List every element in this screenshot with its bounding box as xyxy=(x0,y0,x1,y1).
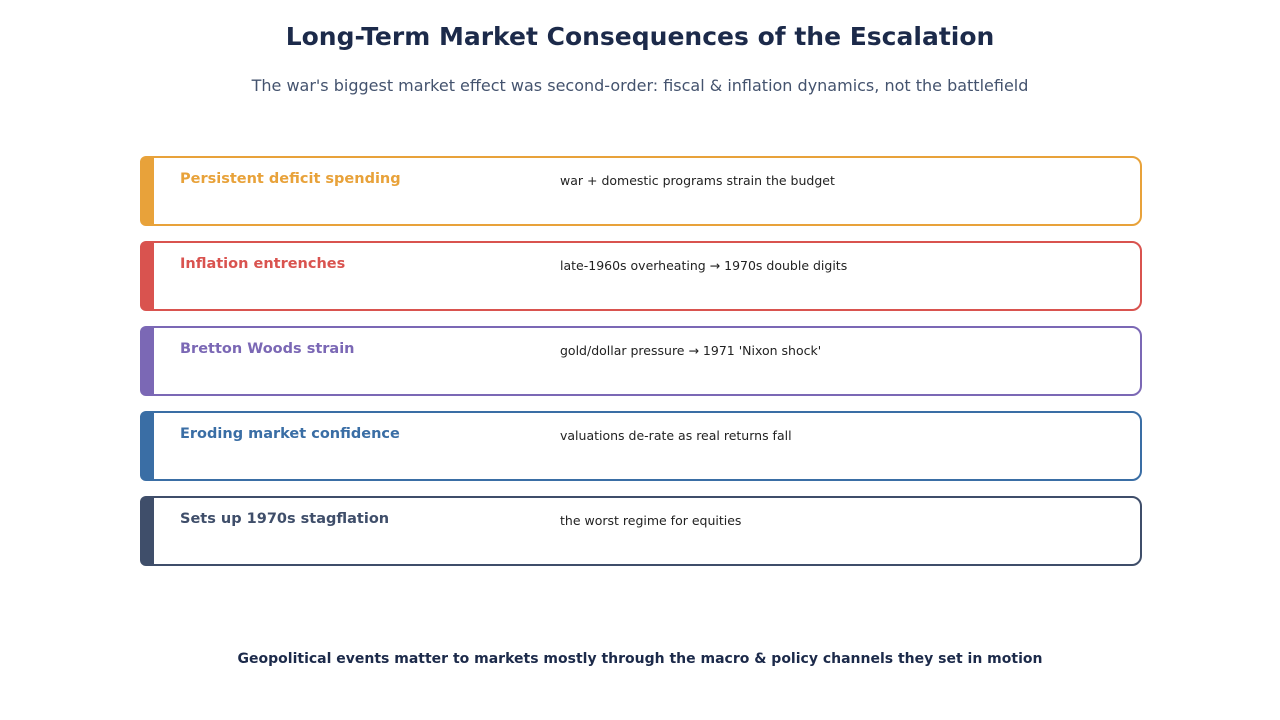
card: Bretton Woods strain gold/dollar pressure… xyxy=(140,326,1142,396)
card-detail: the worst regime for equities xyxy=(560,513,742,528)
footer: Geopolitical events matter to markets mo… xyxy=(237,651,1043,667)
card-detail: late-1960s overheating → 1970s double di… xyxy=(560,258,848,273)
card-detail: war + domestic programs strain the budge… xyxy=(560,173,835,188)
card: Persistent deficit spending war + domesti… xyxy=(140,156,1142,226)
card: Inflation entrenches late-1960s overheati… xyxy=(140,241,1142,311)
accent-bar xyxy=(140,411,154,481)
accent-bar xyxy=(140,241,154,311)
card-detail: valuations de-rate as real returns fall xyxy=(560,428,792,443)
accent-bar xyxy=(140,156,154,226)
card-label: Sets up 1970s stagflation xyxy=(180,511,390,527)
title: Long-Term Market Consequences of the Esc… xyxy=(285,22,995,51)
card-label: Inflation entrenches xyxy=(180,256,346,272)
card-label: Persistent deficit spending xyxy=(180,171,401,187)
card: Sets up 1970s stagflation the worst regim… xyxy=(140,496,1142,566)
card: Eroding market confidence valuations de-r… xyxy=(140,411,1142,481)
card-detail: gold/dollar pressure → 1971 'Nixon shock… xyxy=(560,343,822,358)
card-label: Eroding market confidence xyxy=(180,426,400,442)
accent-bar xyxy=(140,326,154,396)
accent-bar xyxy=(140,496,154,566)
card-label: Bretton Woods strain xyxy=(180,341,355,357)
subtitle: The war's biggest market effect was seco… xyxy=(251,76,1029,95)
